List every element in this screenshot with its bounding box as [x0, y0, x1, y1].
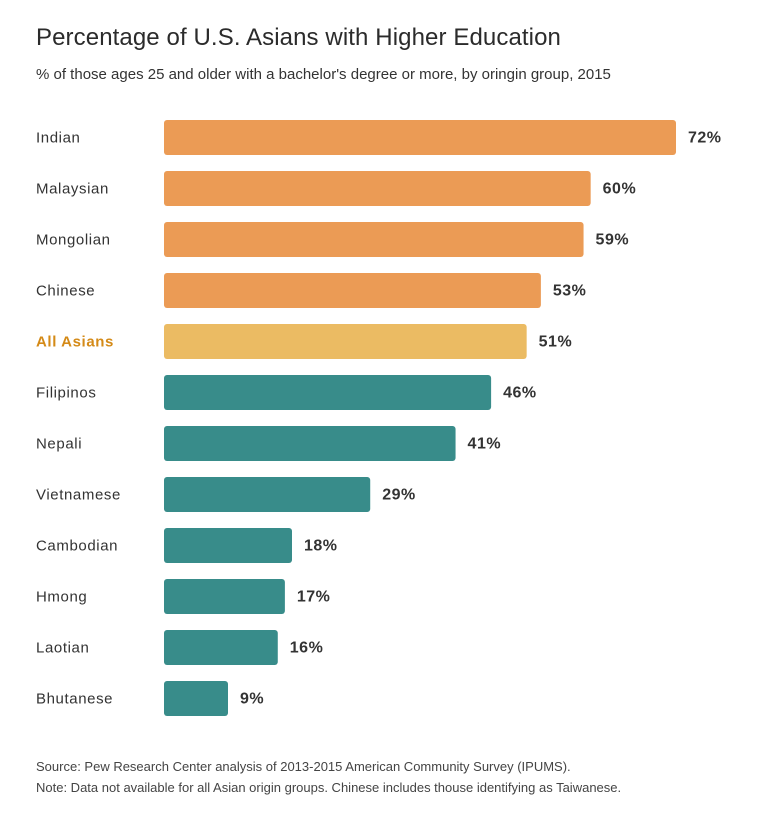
- value-label: 59%: [596, 232, 630, 249]
- data-note: Note: Data not available for all Asian o…: [36, 780, 622, 795]
- chart-footer: Source: Pew Research Center analysis of …: [36, 756, 621, 798]
- bar: [164, 222, 584, 257]
- chart-title: Percentage of U.S. Asians with Higher Ed…: [36, 24, 561, 51]
- value-label: 72%: [688, 130, 722, 147]
- bar: [164, 171, 591, 206]
- category-label: Laotian: [36, 640, 89, 657]
- bar: [164, 579, 285, 614]
- category-label: Chinese: [36, 283, 95, 300]
- value-label: 51%: [539, 334, 573, 351]
- category-label: Mongolian: [36, 232, 111, 249]
- value-label: 16%: [290, 640, 324, 657]
- category-label: Vietnamese: [36, 487, 121, 504]
- value-label: 53%: [553, 283, 587, 300]
- bar: [164, 273, 541, 308]
- bar: [164, 426, 456, 461]
- bar: [164, 630, 278, 665]
- category-label: Indian: [36, 130, 80, 147]
- source-note: Source: Pew Research Center analysis of …: [36, 759, 571, 774]
- category-label: Cambodian: [36, 538, 118, 555]
- category-label: Filipinos: [36, 385, 96, 402]
- bar: [164, 375, 492, 410]
- category-label: All Asians: [36, 334, 114, 351]
- bar: [164, 477, 371, 512]
- category-label: Malaysian: [36, 181, 109, 198]
- bar: [164, 528, 292, 563]
- category-label: Hmong: [36, 589, 87, 606]
- bar: [164, 681, 228, 716]
- bar-chart: Indian 72% Malaysian 60% Mongolian 59% Chinese…: [36, 120, 722, 716]
- value-label: 29%: [382, 487, 416, 504]
- category-label: Bhutanese: [36, 691, 113, 708]
- value-label: 17%: [297, 589, 331, 606]
- value-label: 41%: [468, 436, 502, 453]
- category-label: Nepali: [36, 436, 82, 453]
- bar: [164, 324, 527, 359]
- value-label: 18%: [304, 538, 338, 555]
- bar: [164, 120, 676, 155]
- value-label: 60%: [603, 181, 637, 198]
- value-label: 46%: [503, 385, 537, 402]
- chart-subtitle: % of those ages 25 and older with a bach…: [36, 66, 611, 83]
- value-label: 9%: [240, 691, 264, 708]
